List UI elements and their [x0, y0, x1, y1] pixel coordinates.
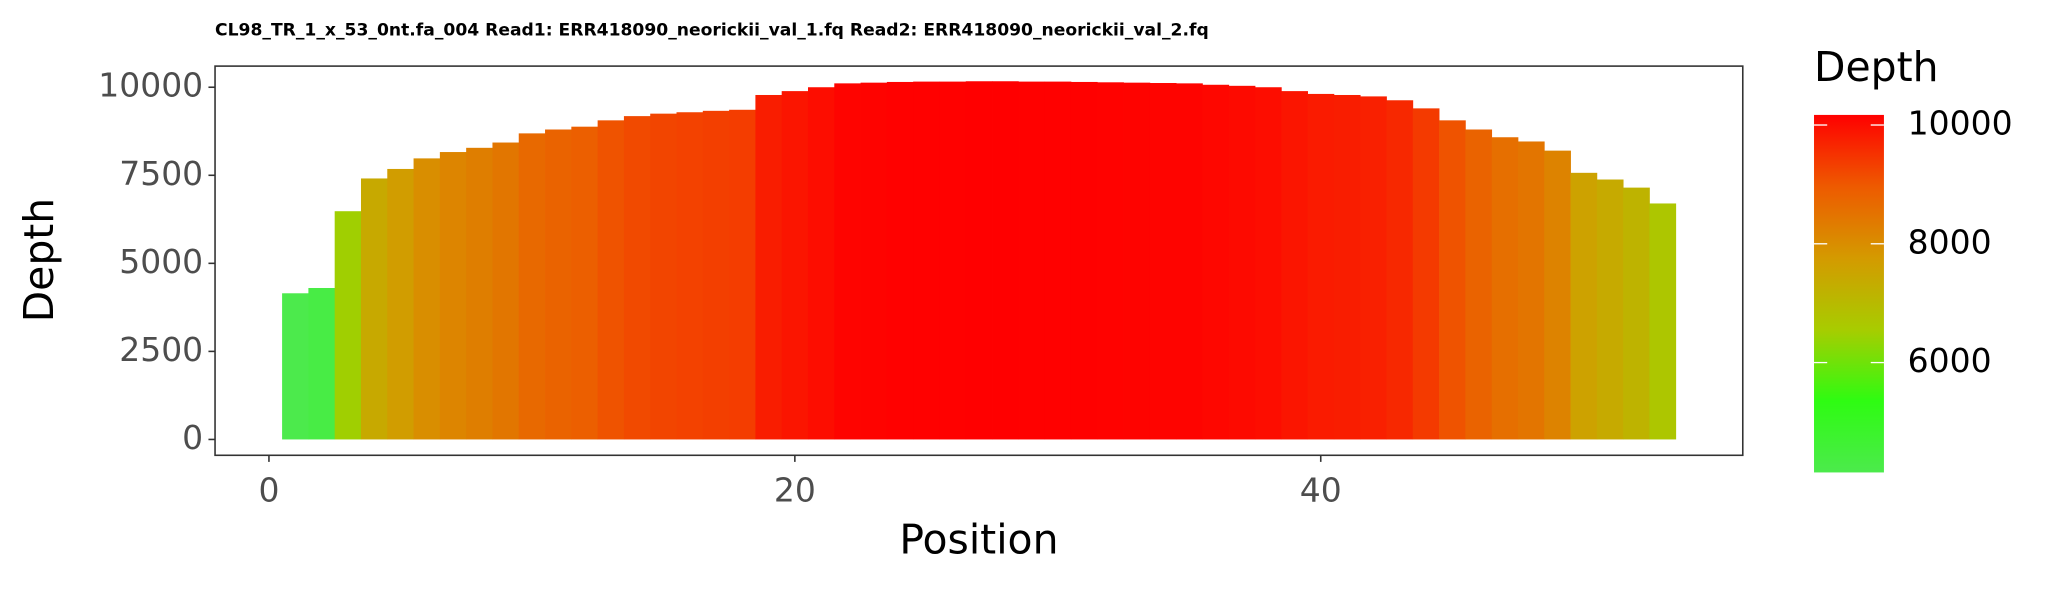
y-tick-label: 10000 [98, 66, 203, 105]
bar [913, 81, 940, 440]
bar [729, 109, 756, 440]
bar [1386, 100, 1414, 440]
colorbar-label: 8000 [1908, 222, 1992, 261]
x-tick-label: 20 [774, 471, 816, 510]
bar [439, 152, 467, 440]
bar [492, 142, 520, 440]
bar [545, 129, 572, 440]
bar [886, 81, 914, 440]
chart-title: CL98_TR_1_x_53_0nt.fa_004 Read1: ERR4180… [215, 20, 1209, 40]
bar [702, 110, 730, 440]
bar [1465, 129, 1493, 440]
y-tick-label: 0 [182, 418, 203, 457]
bar [413, 158, 441, 440]
bar [597, 120, 625, 440]
bar [387, 168, 414, 440]
bar [1176, 83, 1203, 440]
bar [360, 178, 388, 440]
legend-title: Depth [1814, 43, 1939, 91]
bar [1412, 108, 1440, 440]
bar [571, 126, 599, 440]
bar [334, 211, 362, 440]
bar [1018, 81, 1046, 440]
bar [939, 81, 967, 440]
y-tick-label: 7500 [119, 154, 203, 193]
bar [623, 116, 651, 440]
bar [755, 94, 783, 440]
bar [1360, 96, 1387, 440]
bar [1649, 203, 1677, 440]
bar [1255, 87, 1282, 440]
y-axis-title: Depth [15, 198, 63, 323]
y-tick-label: 2500 [119, 330, 203, 369]
bar [807, 87, 835, 440]
bar [282, 293, 309, 440]
colorbar-label: 6000 [1908, 341, 1992, 380]
bar [1439, 120, 1466, 440]
bar [1491, 137, 1519, 440]
x-tick-label: 0 [258, 471, 279, 510]
bar [1202, 84, 1230, 440]
bar [1623, 187, 1650, 440]
bar [1044, 81, 1072, 440]
bar [1228, 85, 1256, 440]
bar [1570, 172, 1598, 440]
bar [1123, 82, 1151, 440]
bar [860, 82, 888, 440]
bar [1333, 94, 1361, 440]
bar [308, 287, 336, 440]
plot-border [214, 65, 1744, 457]
colorbar-label: 10000 [1908, 104, 2013, 143]
bar [650, 113, 677, 440]
bar [1596, 179, 1624, 440]
bar [466, 147, 493, 440]
bar [781, 91, 809, 440]
colorbar [1814, 114, 1884, 473]
bar [1281, 91, 1308, 440]
bar [834, 83, 861, 440]
bar [1517, 141, 1545, 440]
bar [965, 81, 993, 440]
bar [992, 81, 1019, 440]
x-tick-label: 40 [1300, 471, 1342, 510]
y-tick-label: 5000 [119, 242, 203, 281]
bar [518, 133, 546, 440]
bar [1070, 81, 1098, 440]
bar [1097, 82, 1124, 440]
bar [1149, 83, 1177, 440]
bar [1307, 93, 1335, 440]
x-axis-title: Position [899, 515, 1058, 563]
bar [676, 112, 704, 440]
bar [1544, 150, 1571, 440]
